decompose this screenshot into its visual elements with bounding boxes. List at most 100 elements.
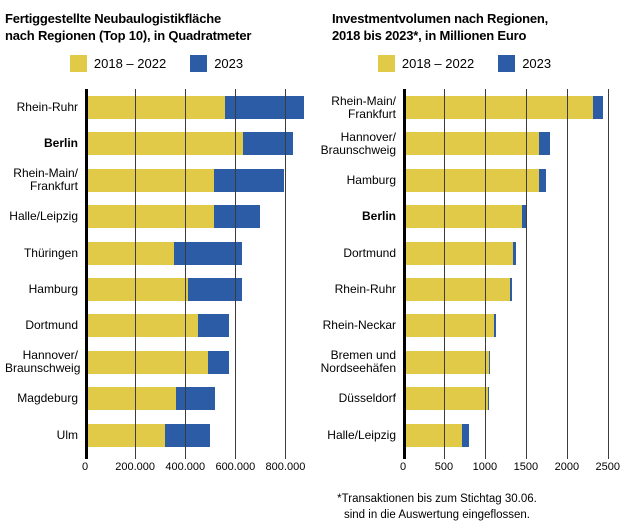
category-label-line: Halle/Leipzig <box>9 209 78 224</box>
category-label-line: Braunschweig <box>320 142 396 157</box>
category-label-line: Dortmund <box>25 318 78 333</box>
bar-segment-2018-2022 <box>85 205 215 229</box>
bar-row: Rhein-Main/Frankfurt <box>5 162 308 198</box>
x-axis-tick-label: 1500 <box>513 461 539 474</box>
bar-cell <box>403 350 616 374</box>
category-label-line: Rhein-Ruhr <box>334 282 396 297</box>
category-label: Dortmund <box>313 245 403 260</box>
stacked-bar <box>85 205 308 229</box>
bar-cell <box>85 278 308 302</box>
bar-cell <box>85 96 308 120</box>
chart-title-line2: 2018 bis 2023*, in Millionen Euro <box>332 28 527 44</box>
x-axis-tick-label: 500 <box>434 461 454 474</box>
category-label-line: Hannover/ <box>22 348 78 363</box>
bar-segment-2018-2022 <box>403 278 510 302</box>
bar-segment-2023 <box>242 132 293 156</box>
bar-segment-2018-2022 <box>403 168 539 192</box>
legend-item: 2018 – 2022 <box>377 54 475 72</box>
bar-row: Halle/Leipzig <box>313 417 616 453</box>
category-label-line: Rhein-Main/ <box>331 93 396 108</box>
category-label: Hannover/Braunschweig <box>5 349 85 375</box>
stacked-bar <box>403 132 616 156</box>
category-label: Thüringen <box>5 245 85 260</box>
bar-segment-2018-2022 <box>403 423 462 447</box>
x-axis-tick-label: 0 <box>399 461 407 474</box>
category-label: Dortmund <box>5 319 85 332</box>
stacked-bar <box>85 241 308 265</box>
bar-segment-2018-2022 <box>403 387 489 411</box>
bar-segment-2023 <box>509 278 512 302</box>
bar-segment-2018-2022 <box>85 96 226 120</box>
x-axis-tick-label: 0 <box>81 461 89 474</box>
bar-segment-2018-2022 <box>85 350 208 374</box>
category-label: Rhein-Main/Frankfurt <box>313 93 403 121</box>
footnote-line2: sind in die Auswertung eingeflossen. <box>343 508 531 521</box>
x-axis-tick-label: 800.000 <box>265 461 306 474</box>
legend-label: 2018 – 2022 <box>401 55 475 71</box>
category-label-line: Dortmund <box>343 245 396 260</box>
bar-row: Hannover/Braunschweig <box>5 344 308 380</box>
bar-cell <box>403 241 616 265</box>
stacked-bar <box>403 423 616 447</box>
bar-cell <box>403 96 616 120</box>
legend: 2018 – 2022 2023 <box>5 54 308 72</box>
stacked-bar <box>403 96 616 120</box>
category-label-line: Thüringen <box>23 245 78 260</box>
category-label-line: Hamburg <box>28 282 78 297</box>
category-label-line: Rhein-Neckar <box>322 318 396 333</box>
stacked-bar <box>403 350 616 374</box>
bar-segment-2018-2022 <box>85 278 188 302</box>
rows: Rhein-Main/Frankfurt Hannover/Braunschwei… <box>313 89 616 453</box>
legend-swatch <box>190 54 208 72</box>
bar-cell <box>403 132 616 156</box>
x-axis-tick-label: 200.000 <box>115 461 155 474</box>
bar-segment-2023 <box>214 205 261 229</box>
bar-row: Thüringen <box>5 235 308 271</box>
category-label-line: Rhein-Main/ <box>13 166 78 181</box>
bar-cell <box>403 314 616 338</box>
bar-segment-2023 <box>461 423 469 447</box>
bar-cell <box>85 314 308 338</box>
bar-segment-2018-2022 <box>85 132 243 156</box>
category-label: Halle/Leipzig <box>5 210 85 223</box>
bar-segment-2023 <box>187 278 242 302</box>
x-axis-tick-label: 2000 <box>554 461 580 474</box>
bar-row: Rhein-Main/Frankfurt <box>313 89 616 125</box>
bar-segment-2018-2022 <box>85 387 177 411</box>
category-label-line: Frankfurt <box>347 106 396 121</box>
bar-segment-2023 <box>488 387 489 411</box>
bar-segment-2023 <box>538 168 547 192</box>
category-label-line: Hamburg <box>346 172 396 187</box>
bar-row: Halle/Leipzig <box>5 199 308 235</box>
bar-row: Berlin <box>5 126 308 162</box>
bar-segment-2018-2022 <box>403 241 513 265</box>
category-label-line: Frankfurt <box>29 179 78 194</box>
chart-title-line2: nach Regionen (Top 10), in Quadratmeter <box>5 28 252 44</box>
bar-row: Dortmund <box>5 308 308 344</box>
stacked-bar <box>403 314 616 338</box>
bar-cell <box>85 387 308 411</box>
stacked-bar <box>85 96 308 120</box>
category-label: Hamburg <box>5 283 85 296</box>
bar-segment-2018-2022 <box>403 350 490 374</box>
bar-cell <box>403 205 616 229</box>
category-label: Hamburg <box>313 172 403 187</box>
bar-segment-2023 <box>214 168 285 192</box>
category-label-line: Ulm <box>56 427 78 442</box>
legend-label: 2018 – 2022 <box>93 55 167 71</box>
bar-segment-2023 <box>176 387 216 411</box>
bar-cell <box>85 205 308 229</box>
stacked-bar <box>403 168 616 192</box>
bar-segment-2023 <box>197 314 230 338</box>
bar-cell <box>85 423 308 447</box>
stacked-bar <box>85 168 308 192</box>
chart-title: Fertiggestellte Neubaulogistikfläche nac… <box>5 10 308 44</box>
chart-title-line1: Fertiggestellte Neubaulogistikfläche <box>5 11 222 26</box>
bar-row: Düsseldorf <box>313 381 616 417</box>
bar-segment-2023 <box>522 205 526 229</box>
bar-row: Dortmund <box>313 235 616 271</box>
category-label: Berlin <box>313 210 403 223</box>
x-axis-tick-label: 600.000 <box>215 461 256 474</box>
stacked-bar <box>403 278 616 302</box>
bar-segment-2023 <box>207 350 230 374</box>
